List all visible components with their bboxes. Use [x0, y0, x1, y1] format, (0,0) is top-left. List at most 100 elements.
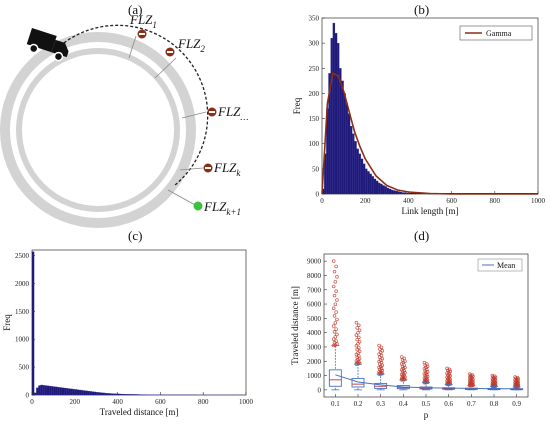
outer-road-ring [0, 32, 196, 228]
y-axis-label: Freq [2, 314, 12, 331]
box-iqr [328, 369, 342, 387]
outlier-marker [333, 302, 338, 306]
x-tick-label: 800 [198, 398, 209, 406]
zone-label-2: FLZ2 [177, 36, 205, 54]
y-tick-label: 1500 [15, 308, 30, 316]
x-tick-label: 200 [360, 197, 371, 205]
outlier-marker [357, 345, 361, 350]
panel-b-label: (b) [414, 2, 430, 17]
zone-label-k1: FLZk+1 [203, 199, 241, 217]
y-axis-label: Traveled distance [m] [290, 286, 300, 365]
zone-label-dots: FLZ… [217, 104, 248, 122]
outlier-marker [335, 332, 339, 337]
outlier-marker [332, 314, 337, 318]
y-tick-label: 2000 [15, 280, 30, 288]
outlier-marker [331, 337, 336, 341]
legend-label: Mean [497, 261, 515, 270]
y-tick-label: 8000 [307, 272, 322, 280]
x-tick-label: 200 [70, 398, 81, 406]
outlier-marker [354, 333, 359, 337]
outlier-marker [445, 378, 449, 383]
y-tick-label: 250 [309, 65, 320, 73]
outlier-marker [357, 339, 362, 344]
legend-box [477, 258, 523, 272]
y-tick-label: 150 [309, 115, 320, 123]
zone-label-k: FLZk [213, 160, 241, 178]
x-tick-label: 600 [446, 197, 457, 205]
x-tick-label: 0 [320, 197, 324, 205]
outlier-marker [331, 324, 336, 328]
x-tick-label: 0.7 [467, 400, 476, 408]
outlier-marker [377, 343, 381, 348]
outlier-marker [379, 353, 384, 358]
x-tick-label: 0.2 [354, 400, 363, 408]
outlier-marker [490, 377, 495, 381]
y-tick-label: 500 [19, 364, 30, 372]
dashed-route [59, 24, 209, 186]
outlier-marker [399, 355, 404, 359]
gamma-fit-line [321, 72, 538, 195]
outlier-marker [357, 354, 361, 358]
x-tick-label: 1000 [531, 197, 546, 205]
y-tick-label: 200 [309, 90, 320, 98]
panel-a-label: (a) [128, 2, 143, 17]
no-entry-icon [207, 107, 217, 117]
outlier-marker [357, 328, 362, 333]
x-tick-label: 1000 [239, 398, 254, 406]
y-tick-label: 0 [318, 386, 322, 394]
outlier-marker [331, 259, 336, 263]
x-tick-label: 0.5 [422, 400, 431, 408]
y-tick-label: 0 [316, 191, 320, 199]
y-tick-label: 100 [309, 140, 320, 148]
y-tick-label: 300 [309, 40, 320, 48]
outlier-marker [380, 349, 385, 353]
outlier-marker [402, 356, 406, 361]
truck-icon [26, 28, 69, 62]
x-tick-label: 600 [155, 398, 166, 406]
x-tick-label: 0 [30, 398, 34, 406]
y-tick-label: 7000 [307, 286, 322, 294]
outlier-marker [379, 345, 384, 350]
legend-box [459, 25, 533, 41]
x-axis-label: Link length [m] [402, 206, 459, 216]
x-tick-label: 0.8 [490, 400, 499, 408]
outlier-marker [445, 366, 449, 371]
x-axis-label: p [424, 410, 429, 420]
outlier-marker [331, 284, 336, 289]
outlier-marker [513, 375, 517, 379]
outlier-marker [357, 335, 361, 340]
no-entry-icon [137, 29, 147, 39]
outlier-marker [355, 337, 359, 342]
outlier-marker [335, 317, 339, 322]
y-tick-label: 4000 [307, 329, 322, 337]
zone-label-1: FLZ1 [129, 12, 157, 30]
outlier-marker [490, 373, 495, 378]
y-tick-label: 2500 [15, 252, 30, 260]
x-tick-label: 0.4 [399, 400, 408, 408]
x-tick-label: 800 [490, 197, 501, 205]
outlier-marker [422, 360, 427, 365]
outlier-marker [333, 279, 338, 284]
outlier-marker [333, 321, 338, 325]
panel-c-label: (c) [128, 228, 143, 243]
no-entry-icon [165, 47, 175, 57]
x-tick-label: 0.6 [444, 400, 453, 408]
y-axis-label: Freq [292, 97, 302, 114]
outlier-marker [335, 298, 339, 302]
outlier-marker [357, 323, 361, 328]
outlier-marker [354, 320, 359, 325]
outlier-marker [334, 289, 338, 293]
y-tick-label: 350 [309, 15, 320, 23]
outlier-marker [333, 335, 338, 339]
plot-frame [31, 249, 247, 396]
no-entry-icon [203, 163, 213, 173]
inner-road-ring [16, 48, 180, 212]
outlier-marker [380, 356, 385, 361]
y-tick-label: 6000 [307, 301, 322, 309]
y-tick-label: 9000 [307, 258, 322, 266]
outlier-marker [356, 330, 360, 335]
x-tick-label: 400 [112, 398, 123, 406]
